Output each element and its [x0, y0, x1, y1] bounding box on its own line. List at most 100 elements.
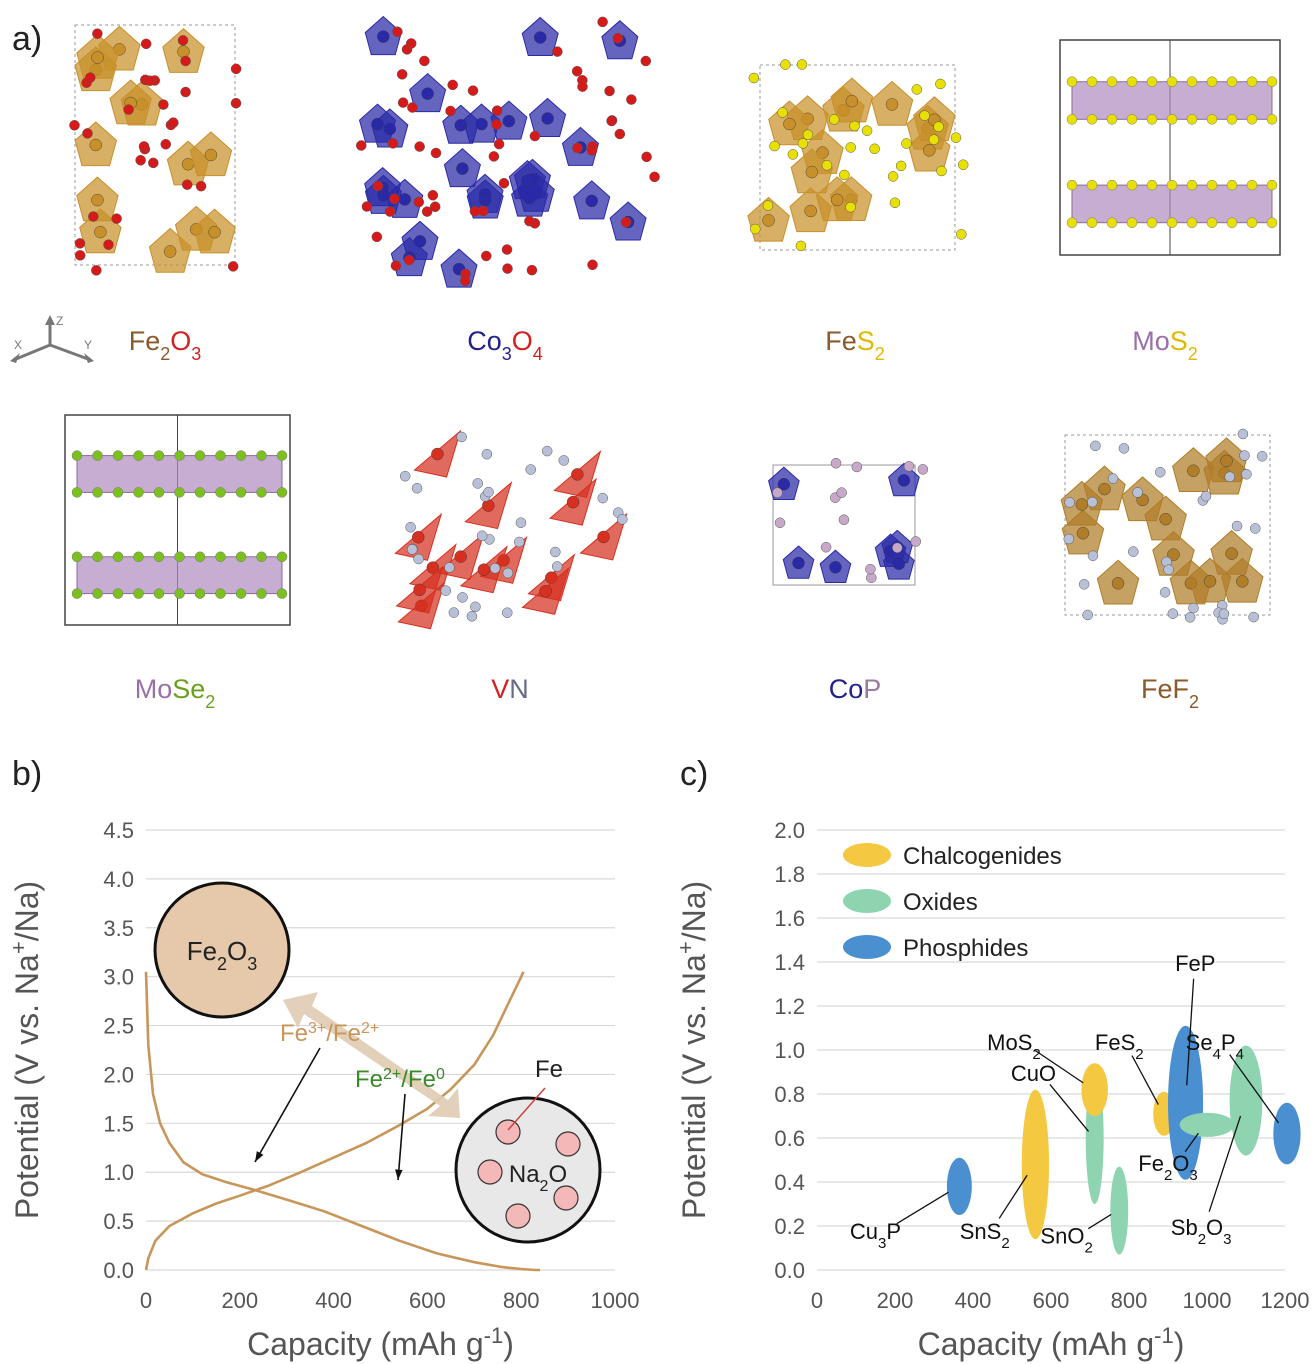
fe2o3-particle-icon — [153, 881, 291, 1019]
structure-vn — [394, 429, 628, 630]
chart-b-ytick-label: 4.0 — [103, 867, 134, 892]
chart-c-ytick-label: 0.6 — [774, 1126, 805, 1151]
chart-c-xtick-label: 200 — [877, 1288, 914, 1313]
fe-nanoparticle-icon — [553, 1185, 579, 1211]
data-point-ellipse — [1273, 1102, 1301, 1165]
chart-b-ytick-label: 0.0 — [103, 1258, 134, 1283]
legend-swatch — [843, 935, 891, 959]
data-point-label: Cu3P — [850, 1219, 901, 1252]
data-point-label: Se4P4 — [1186, 1030, 1244, 1063]
fe-label: Fe — [535, 1056, 563, 1083]
leader-line — [1184, 1132, 1199, 1153]
axis-y-label: Y — [84, 338, 92, 352]
chart-b-xtick-label: 800 — [503, 1288, 540, 1313]
structures-row-1 — [69, 15, 1281, 288]
structure-mos2 — [1059, 39, 1281, 256]
chart-c-xtick-label: 600 — [1033, 1288, 1070, 1313]
data-point-ellipse — [1110, 1166, 1129, 1255]
leader-line — [1049, 1084, 1090, 1132]
chart-c-ytick-label: 0.2 — [774, 1214, 805, 1239]
conversion-arrow-icon — [283, 992, 460, 1118]
structure-cop — [768, 458, 929, 586]
chart-c-xtick-label: 0 — [811, 1288, 823, 1313]
leader-line — [1229, 1054, 1280, 1124]
leader-line — [1087, 1213, 1112, 1230]
chart-c-y-axis-label: Potential (V vs. Na+/Na) — [673, 881, 713, 1219]
panel-label-c: c) — [680, 755, 708, 793]
legend-label: Phosphides — [903, 935, 1028, 962]
leader-line — [1208, 1115, 1242, 1212]
formula-fef2: FeF2 — [1141, 674, 1199, 712]
formula-mos2: MoS2 — [1132, 326, 1198, 364]
structure-co3o4 — [356, 15, 660, 288]
chart-b-xtick-label: 200 — [221, 1288, 258, 1313]
fe-nanoparticle-icon — [477, 1159, 503, 1185]
legend-swatch — [843, 843, 891, 867]
arrowhead-icon — [255, 1151, 264, 1162]
chart-c-x-axis-label: Capacity (mAh g-1) — [918, 1323, 1185, 1363]
chart-c-ytick-label: 1.8 — [774, 862, 805, 887]
chart-c-ytick-label: 1.0 — [774, 1038, 805, 1063]
fe2-fe0-label: Fe2+/Fe0 — [355, 1066, 445, 1094]
na2o-label: Na2O — [509, 1161, 567, 1195]
chart-b-ytick-label: 1.0 — [103, 1160, 134, 1185]
chart-c-ytick-label: 1.6 — [774, 906, 805, 931]
chart-b-ytick-label: 3.0 — [103, 965, 134, 990]
leader-line — [1186, 978, 1195, 1086]
chart-c-ytick-label: 0.0 — [774, 1258, 805, 1283]
leader-line — [1034, 1049, 1084, 1084]
data-point-label: SnS2 — [960, 1219, 1010, 1252]
chart-b-xtick-label: 600 — [409, 1288, 446, 1313]
legend-label: Chalcogenides — [903, 843, 1062, 870]
data-point-ellipse — [1179, 1112, 1235, 1137]
structures-row-2 — [64, 414, 1271, 630]
chart-c-ytick-label: 1.2 — [774, 994, 805, 1019]
chart-c-xtick-label: 400 — [955, 1288, 992, 1313]
discharge-curve — [144, 971, 540, 1272]
data-point-ellipse — [1021, 1089, 1050, 1240]
data-point-label: Fe2O3 — [1138, 1151, 1198, 1184]
chart-c-ytick-label: 1.4 — [774, 950, 805, 975]
formula-fes2: FeS2 — [825, 326, 885, 364]
structure-fe2o3 — [69, 24, 242, 276]
axis-x-label: X — [14, 338, 22, 352]
chart-b: 0.0 0.5 1.0 1.5 2.0 2.5 3.0 3.5 4.0 4.5 0 200 400 600… — [6, 818, 640, 1362]
formula-co3o4: Co3O4 — [467, 326, 543, 364]
legend-label: Oxides — [903, 889, 978, 916]
chart-b-ytick-label: 3.5 — [103, 916, 134, 941]
structure-fef2 — [1060, 428, 1271, 625]
leader-line — [896, 1191, 949, 1225]
arrowhead-icon — [395, 1169, 403, 1180]
chart-b-xtick-label: 1000 — [591, 1288, 640, 1313]
fe3-fe2-label: Fe3+/Fe2+ — [280, 1020, 379, 1048]
axis-z-label: Z — [56, 314, 63, 328]
panel-label-b: b) — [12, 755, 42, 793]
fe-nanoparticle-icon — [555, 1131, 581, 1157]
structure-mose2 — [64, 414, 291, 626]
chart-c-xtick-label: 1200 — [1261, 1288, 1310, 1313]
leader-line — [998, 1174, 1028, 1219]
chart-b-ytick-label: 2.5 — [103, 1014, 134, 1039]
chart-b-xtick-label: 400 — [315, 1288, 352, 1313]
formula-vn: VN — [491, 674, 529, 704]
data-point-label: SnO2 — [1040, 1224, 1092, 1257]
data-point-label: CuO — [1011, 1061, 1056, 1086]
data-point-label: FeP — [1175, 951, 1215, 976]
fe-nanoparticle-icon — [505, 1203, 531, 1229]
chart-b-y-axis-label: Potential (V vs. Na+/Na) — [6, 881, 46, 1219]
panel-label-a: a) — [12, 20, 42, 58]
chart-c-xtick-label: 800 — [1111, 1288, 1148, 1313]
fe-nanoparticle-icon — [495, 1119, 521, 1145]
chart-c-ytick-label: 0.8 — [774, 1082, 805, 1107]
data-point-ellipse — [946, 1157, 972, 1215]
chart-c-ytick-label: 2.0 — [774, 818, 805, 843]
chart-b-ytick-label: 0.5 — [103, 1209, 134, 1234]
charge-curve — [144, 971, 525, 1271]
axes-triad-icon: Z Y X — [10, 314, 94, 363]
data-point-ellipse — [1229, 1045, 1263, 1156]
pointer-arrow — [254, 1047, 321, 1163]
chart-b-ytick-label: 4.5 — [103, 818, 134, 843]
data-point-label: FeS2 — [1095, 1030, 1144, 1063]
chart-b-ytick-label: 2.0 — [103, 1062, 134, 1087]
